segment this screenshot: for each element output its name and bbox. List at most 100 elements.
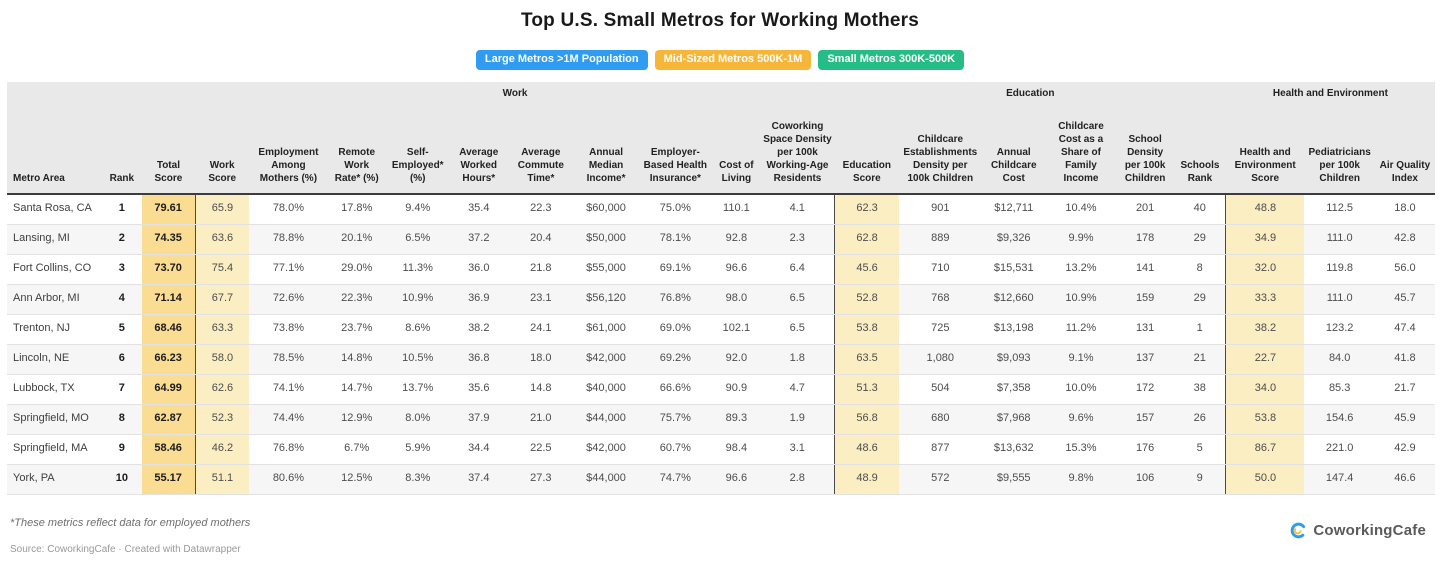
value-cell: 35.6 bbox=[449, 374, 508, 405]
value-cell: $15,531 bbox=[981, 254, 1046, 285]
value-cell: 52.3 bbox=[194, 404, 250, 435]
value-cell: 21.0 bbox=[507, 404, 574, 435]
value-cell: 98.0 bbox=[712, 284, 761, 315]
value-cell: 111.0 bbox=[1304, 224, 1375, 255]
value-cell: 9.6% bbox=[1045, 404, 1117, 435]
column-header: Coworking Space Density per 100k Working… bbox=[760, 102, 835, 195]
column-header: Average Commute Time* bbox=[507, 102, 574, 195]
value-cell: 74.7% bbox=[638, 464, 713, 495]
value-cell: $12,660 bbox=[981, 284, 1046, 315]
value-cell: 201 bbox=[1116, 194, 1175, 225]
table-row: Lansing, MI 2 74.35 63.6 78.8% 20.1% 6.5% 37.2 2… bbox=[7, 224, 1435, 255]
value-cell: 154.6 bbox=[1304, 404, 1375, 435]
column-header: Annual Childcare Cost bbox=[981, 102, 1046, 195]
table-body: Santa Rosa, CA 1 79.61 65.9 78.0% 17.8% 9.4% 35… bbox=[7, 194, 1435, 495]
value-cell: $7,358 bbox=[981, 374, 1046, 405]
table-row: Ann Arbor, MI 4 71.14 67.7 72.6% 22.3% 10.9% 36… bbox=[7, 284, 1435, 315]
column-header: Childcare Cost as a Share of Family Inco… bbox=[1045, 102, 1117, 195]
value-cell: $60,000 bbox=[573, 194, 639, 225]
value-cell: 176 bbox=[1116, 434, 1175, 465]
value-cell: 50.0 bbox=[1225, 464, 1305, 495]
value-cell: 78.0% bbox=[249, 194, 328, 225]
value-cell: $9,326 bbox=[981, 224, 1046, 255]
value-cell: 46.2 bbox=[194, 434, 250, 465]
value-cell: 24.1 bbox=[507, 314, 574, 345]
value-cell: 6.5% bbox=[385, 224, 450, 255]
value-cell: $44,000 bbox=[573, 464, 639, 495]
value-cell: 69.2% bbox=[638, 344, 713, 375]
value-cell: 58.46 bbox=[141, 434, 196, 465]
value-cell: 68.46 bbox=[141, 314, 196, 345]
value-cell: 41.8 bbox=[1374, 344, 1435, 375]
value-cell: 7 bbox=[102, 374, 142, 405]
metros-table: Work Education Health and Environment Metr… bbox=[7, 82, 1435, 495]
value-cell: 52.8 bbox=[834, 284, 899, 315]
value-cell: 119.8 bbox=[1304, 254, 1375, 285]
value-cell: 32.0 bbox=[1225, 254, 1305, 285]
value-cell: 56.8 bbox=[834, 404, 899, 435]
value-cell: 96.6 bbox=[712, 464, 761, 495]
value-cell: 10.5% bbox=[385, 344, 450, 375]
value-cell: 10.9% bbox=[1045, 284, 1117, 315]
value-cell: 877 bbox=[898, 434, 982, 465]
value-cell: $55,000 bbox=[573, 254, 639, 285]
value-cell: 8.6% bbox=[385, 314, 450, 345]
value-cell: 27.3 bbox=[507, 464, 574, 495]
value-cell: 80.6% bbox=[249, 464, 328, 495]
metro-area-cell: Lincoln, NE bbox=[7, 344, 103, 375]
value-cell: 29.0% bbox=[327, 254, 386, 285]
value-cell: 47.4 bbox=[1374, 314, 1435, 345]
value-cell: 74.4% bbox=[249, 404, 328, 435]
value-cell: 79.61 bbox=[141, 194, 196, 225]
column-group-label bbox=[7, 82, 195, 102]
value-cell: 73.8% bbox=[249, 314, 328, 345]
value-cell: 1,080 bbox=[898, 344, 982, 375]
value-cell: 78.1% bbox=[638, 224, 713, 255]
column-header: Employer-Based Health Insurance* bbox=[638, 102, 713, 195]
value-cell: 74.1% bbox=[249, 374, 328, 405]
legend-badge: Mid-Sized Metros 500K-1M bbox=[654, 50, 812, 71]
value-cell: 178 bbox=[1116, 224, 1175, 255]
value-cell: 9.1% bbox=[1045, 344, 1117, 375]
value-cell: 8 bbox=[102, 404, 142, 435]
source-credit: Source: CoworkingCafe · Created with Dat… bbox=[10, 544, 241, 555]
value-cell: 5.9% bbox=[385, 434, 450, 465]
value-cell: 9.8% bbox=[1045, 464, 1117, 495]
value-cell: 86.7 bbox=[1225, 434, 1305, 465]
value-cell: 76.8% bbox=[249, 434, 328, 465]
value-cell: 23.7% bbox=[327, 314, 386, 345]
value-cell: 14.8% bbox=[327, 344, 386, 375]
value-cell: 137 bbox=[1116, 344, 1175, 375]
value-cell: 38.2 bbox=[1225, 314, 1305, 345]
value-cell: 38.2 bbox=[449, 314, 508, 345]
column-header: Total Score bbox=[141, 102, 196, 195]
value-cell: 21 bbox=[1174, 344, 1226, 375]
value-cell: 36.0 bbox=[449, 254, 508, 285]
value-cell: 8 bbox=[1174, 254, 1226, 285]
value-cell: $44,000 bbox=[573, 404, 639, 435]
value-cell: 710 bbox=[898, 254, 982, 285]
value-cell: 48.9 bbox=[834, 464, 899, 495]
value-cell: 10.4% bbox=[1045, 194, 1117, 225]
value-cell: 60.7% bbox=[638, 434, 713, 465]
value-cell: 1.9 bbox=[760, 404, 835, 435]
value-cell: 36.9 bbox=[449, 284, 508, 315]
value-cell: $12,711 bbox=[981, 194, 1046, 225]
value-cell: 92.0 bbox=[712, 344, 761, 375]
value-cell: 51.3 bbox=[834, 374, 899, 405]
value-cell: 84.0 bbox=[1304, 344, 1375, 375]
table-row: Trenton, NJ 5 68.46 63.3 73.8% 23.7% 8.6% 38.2 2… bbox=[7, 314, 1435, 345]
value-cell: 9.4% bbox=[385, 194, 450, 225]
value-cell: 48.6 bbox=[834, 434, 899, 465]
value-cell: 10 bbox=[102, 464, 142, 495]
value-cell: 64.99 bbox=[141, 374, 196, 405]
value-cell: $42,000 bbox=[573, 434, 639, 465]
value-cell: 6 bbox=[102, 344, 142, 375]
value-cell: 89.3 bbox=[712, 404, 761, 435]
value-cell: 75.0% bbox=[638, 194, 713, 225]
value-cell: 58.0 bbox=[194, 344, 250, 375]
value-cell: 23.1 bbox=[507, 284, 574, 315]
table-row: Springfield, MO 8 62.87 52.3 74.4% 12.9% 8.0% 3… bbox=[7, 404, 1435, 435]
metro-area-cell: Lansing, MI bbox=[7, 224, 103, 255]
